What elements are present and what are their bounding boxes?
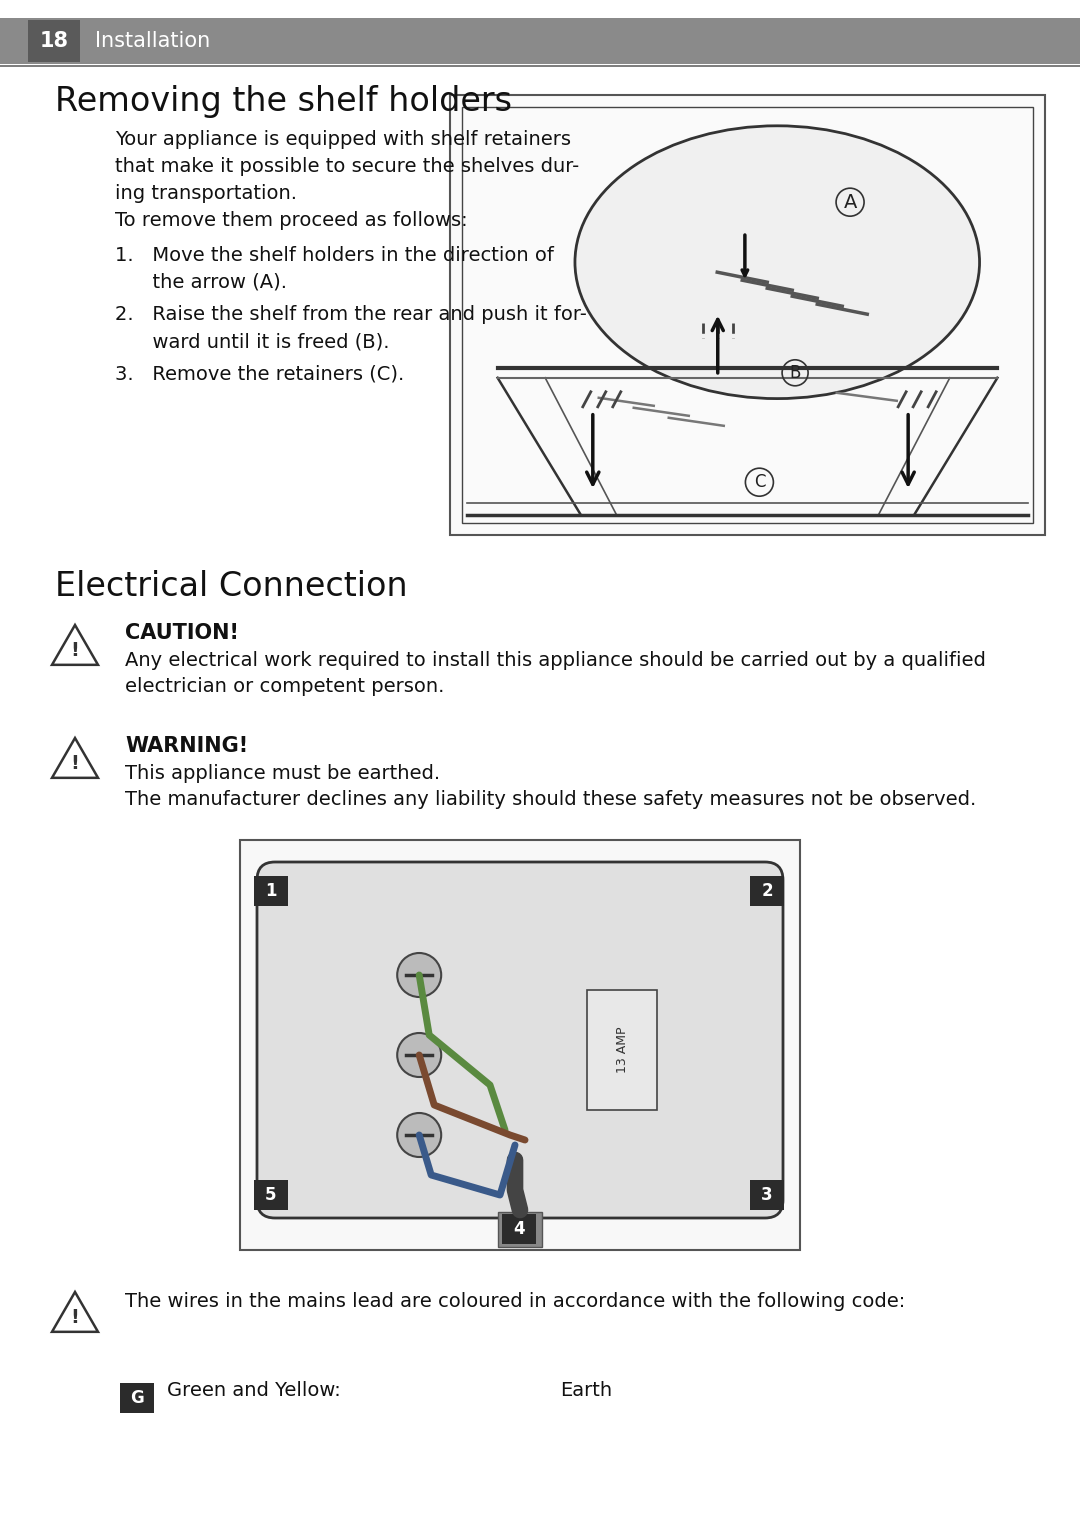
Text: Installation: Installation: [95, 31, 211, 50]
Circle shape: [397, 1034, 442, 1076]
Text: Removing the shelf holders: Removing the shelf holders: [55, 86, 512, 118]
Text: 4: 4: [513, 1220, 525, 1238]
Text: 5: 5: [266, 1187, 276, 1203]
Text: 2.   Raise the shelf from the rear and push it for-: 2. Raise the shelf from the rear and pus…: [114, 304, 586, 324]
Bar: [28, 20, 80, 63]
Text: Electrical Connection: Electrical Connection: [55, 570, 407, 602]
Bar: [750, 876, 784, 907]
Text: that make it possible to secure the shelves dur-: that make it possible to secure the shel…: [114, 157, 579, 176]
Bar: [450, 95, 1045, 535]
Text: B: B: [789, 364, 800, 382]
Text: Your appliance is equipped with shelf retainers: Your appliance is equipped with shelf re…: [114, 130, 571, 148]
Bar: [240, 839, 800, 1251]
Text: WARNING!: WARNING!: [125, 735, 248, 755]
Text: 1: 1: [266, 882, 276, 901]
Text: Any electrical work required to install this appliance should be carried out by : Any electrical work required to install …: [125, 651, 986, 670]
Text: ward until it is freed (B).: ward until it is freed (B).: [114, 332, 390, 352]
FancyBboxPatch shape: [257, 862, 783, 1219]
Text: 1.   Move the shelf holders in the direction of: 1. Move the shelf holders in the directi…: [114, 246, 554, 265]
Text: 13 AMP: 13 AMP: [616, 1027, 629, 1073]
Bar: [588, 989, 658, 1110]
Text: This appliance must be earthed.: This appliance must be earthed.: [125, 764, 441, 783]
Text: A: A: [843, 193, 856, 211]
Text: 3.   Remove the retainers (C).: 3. Remove the retainers (C).: [114, 364, 404, 382]
Text: !: !: [70, 641, 80, 661]
Text: Green and Yellow:: Green and Yellow:: [167, 1381, 341, 1401]
Bar: [0, 18, 1080, 64]
Text: !: !: [70, 754, 80, 774]
Ellipse shape: [575, 125, 980, 399]
Bar: [120, 1384, 154, 1413]
Text: CAUTION!: CAUTION!: [125, 622, 239, 644]
Text: ing transportation.: ing transportation.: [114, 183, 297, 203]
Bar: [462, 107, 1032, 523]
Bar: [498, 1212, 542, 1248]
Text: electrician or competent person.: electrician or competent person.: [125, 677, 444, 696]
Text: 3: 3: [761, 1187, 773, 1203]
Text: C: C: [754, 472, 765, 491]
Text: G: G: [130, 1388, 144, 1407]
Circle shape: [397, 953, 442, 997]
Text: The manufacturer declines any liability should these safety measures not be obse: The manufacturer declines any liability …: [125, 790, 976, 809]
Bar: [502, 1214, 536, 1245]
Bar: [254, 876, 288, 907]
Text: 2: 2: [761, 882, 773, 901]
Text: the arrow (A).: the arrow (A).: [114, 274, 287, 292]
Text: 18: 18: [40, 31, 68, 50]
Bar: [750, 1180, 784, 1209]
Circle shape: [397, 1113, 442, 1157]
Text: The wires in the mains lead are coloured in accordance with the following code:: The wires in the mains lead are coloured…: [125, 1292, 905, 1310]
Text: Earth: Earth: [561, 1381, 612, 1401]
Text: !: !: [70, 1309, 80, 1327]
Text: To remove them proceed as follows:: To remove them proceed as follows:: [114, 211, 468, 229]
Bar: [254, 1180, 288, 1209]
